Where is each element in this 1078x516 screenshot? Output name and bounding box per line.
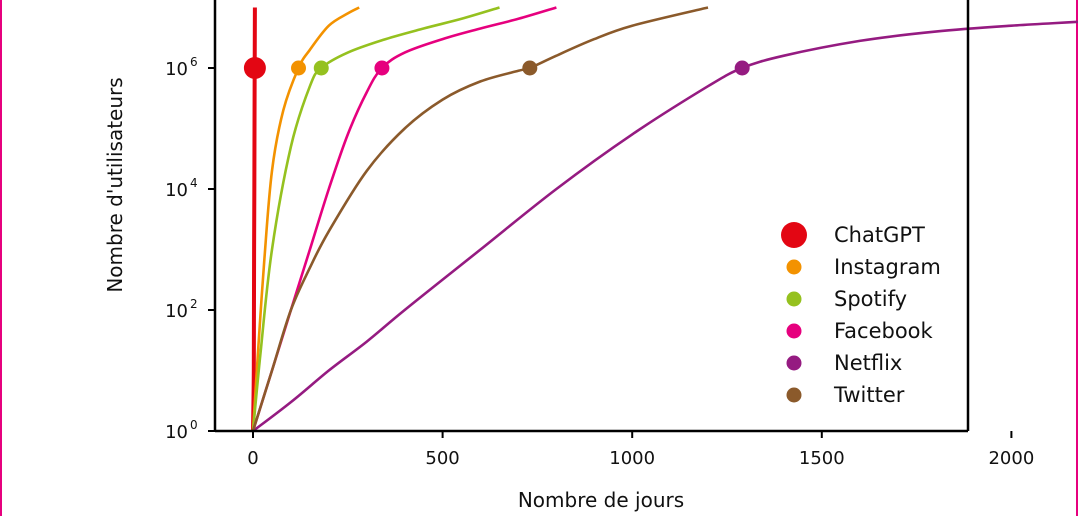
marker-twitter [522,60,538,76]
series-line-chatgpt [251,7,257,432]
series-line-netflix [252,20,1078,433]
legend-swatch-netflix [786,355,802,371]
legend: ChatGPT Instagram Spotify Facebook Netflix Tw… [781,222,941,407]
y-tick-label: 10 [165,59,188,80]
x-tick-label: 500 [425,448,459,469]
axes: 0500100015002000250030003500100102104106 [165,0,1034,469]
y-tick-label: 10 [165,422,188,443]
y-tick-exponent: 2 [190,297,198,311]
y-tick-exponent: 4 [190,176,198,190]
x-axis-title: Nombre de jours [518,488,684,512]
marker-instagram [291,60,307,76]
legend-swatch-chatgpt [781,222,807,248]
series-line-twitter [251,6,709,432]
legend-label-twitter: Twitter [833,383,905,407]
legend-label-netflix: Netflix [834,351,902,375]
legend-label-chatgpt: ChatGPT [834,223,925,247]
x-tick-label: 0 [247,448,258,469]
x-tick-label: 2000 [988,448,1034,469]
legend-label-spotify: Spotify [834,287,907,311]
y-tick-exponent: 0 [190,418,198,432]
y-axis-title: Nombre d'utilisateurs [103,77,127,292]
marker-netflix [734,60,750,76]
series-line-instagram [251,6,360,432]
y-tick-label: 10 [165,301,188,322]
marker-chatgpt [243,57,266,79]
legend-label-facebook: Facebook [834,319,934,343]
marker-facebook [374,60,390,76]
x-tick-label: 1000 [609,448,655,469]
y-tick-label: 10 [165,180,188,201]
series-markers [243,57,750,79]
legend-label-instagram: Instagram [834,255,941,279]
x-tick-label: 1500 [799,448,845,469]
y-tick-exponent: 6 [190,55,198,69]
marker-spotify [313,60,329,76]
legend-swatch-spotify [786,291,802,307]
legend-swatch-twitter [786,387,802,403]
legend-swatch-instagram [786,259,802,275]
legend-swatch-facebook [786,323,802,339]
